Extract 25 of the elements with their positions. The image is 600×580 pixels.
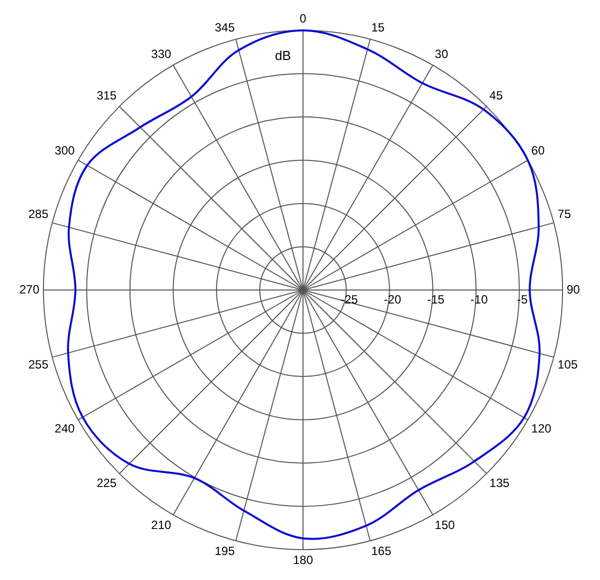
spoke-label: 165 <box>371 544 392 558</box>
spoke-label: 240 <box>54 421 76 436</box>
spoke-label: 180 <box>292 553 314 568</box>
spoke-label: 285 <box>28 206 49 221</box>
spoke-label: 0 <box>300 12 307 26</box>
spoke-label: 60 <box>531 143 545 158</box>
spoke-label: 150 <box>434 518 456 532</box>
spoke-label: 120 <box>531 421 552 436</box>
spoke-label: 330 <box>151 46 172 61</box>
spoke-label: 105 <box>558 358 578 372</box>
text: dB <box>275 48 291 63</box>
spoke-label: 90 <box>566 282 580 296</box>
spoke-label: 15 <box>371 20 385 34</box>
spoke-label: 225 <box>96 476 117 490</box>
spoke-label: 135 <box>489 476 510 490</box>
spoke-label: 255 <box>28 358 49 372</box>
spoke-label: 30 <box>434 46 448 61</box>
spoke-label: 315 <box>96 88 117 103</box>
spoke-label: 195 <box>214 544 236 558</box>
spoke-label: 300 <box>54 143 76 158</box>
spoke-label: 345 <box>214 20 236 34</box>
spoke-label: 75 <box>558 206 572 221</box>
spoke-label: 270 <box>19 282 40 296</box>
spoke-label: 45 <box>489 88 504 103</box>
spoke-label: 210 <box>151 518 172 532</box>
